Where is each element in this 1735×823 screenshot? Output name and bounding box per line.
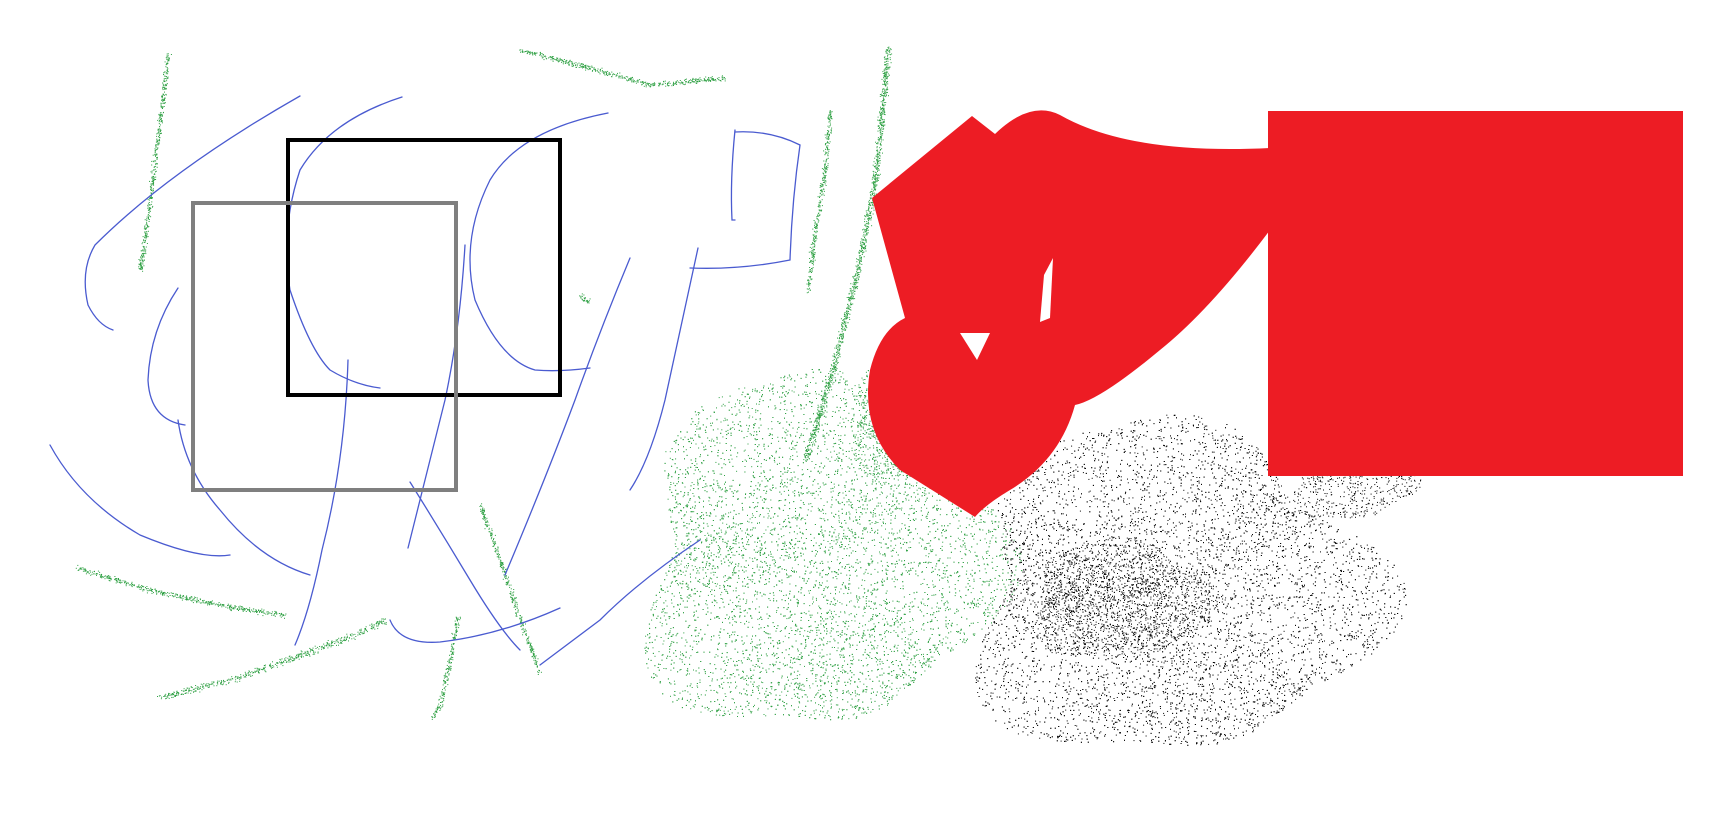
pen-stroke	[730, 129, 736, 221]
pen-stroke	[689, 131, 801, 269]
gray-rectangle	[191, 201, 458, 492]
red-shape-notch	[960, 333, 990, 360]
pen-stroke	[49, 444, 231, 557]
pen-stroke	[629, 247, 699, 491]
pen-stroke	[539, 539, 701, 666]
black-rectangle	[286, 138, 562, 397]
black-spray-blob	[975, 414, 1422, 746]
pen-stroke	[84, 95, 301, 331]
pen-stroke	[409, 481, 521, 651]
red-shape-body	[868, 110, 1270, 517]
red-shape-gap	[1040, 258, 1053, 322]
pen-stroke	[469, 112, 609, 372]
red-shapes	[868, 110, 1683, 517]
pen-stroke	[407, 244, 466, 549]
pen-stroke	[147, 287, 186, 426]
pen-stroke	[177, 419, 311, 576]
pen-stroke	[294, 359, 349, 646]
pen-stroke	[389, 607, 561, 643]
pen-stroke	[504, 257, 631, 576]
red-rectangle	[1268, 111, 1683, 476]
